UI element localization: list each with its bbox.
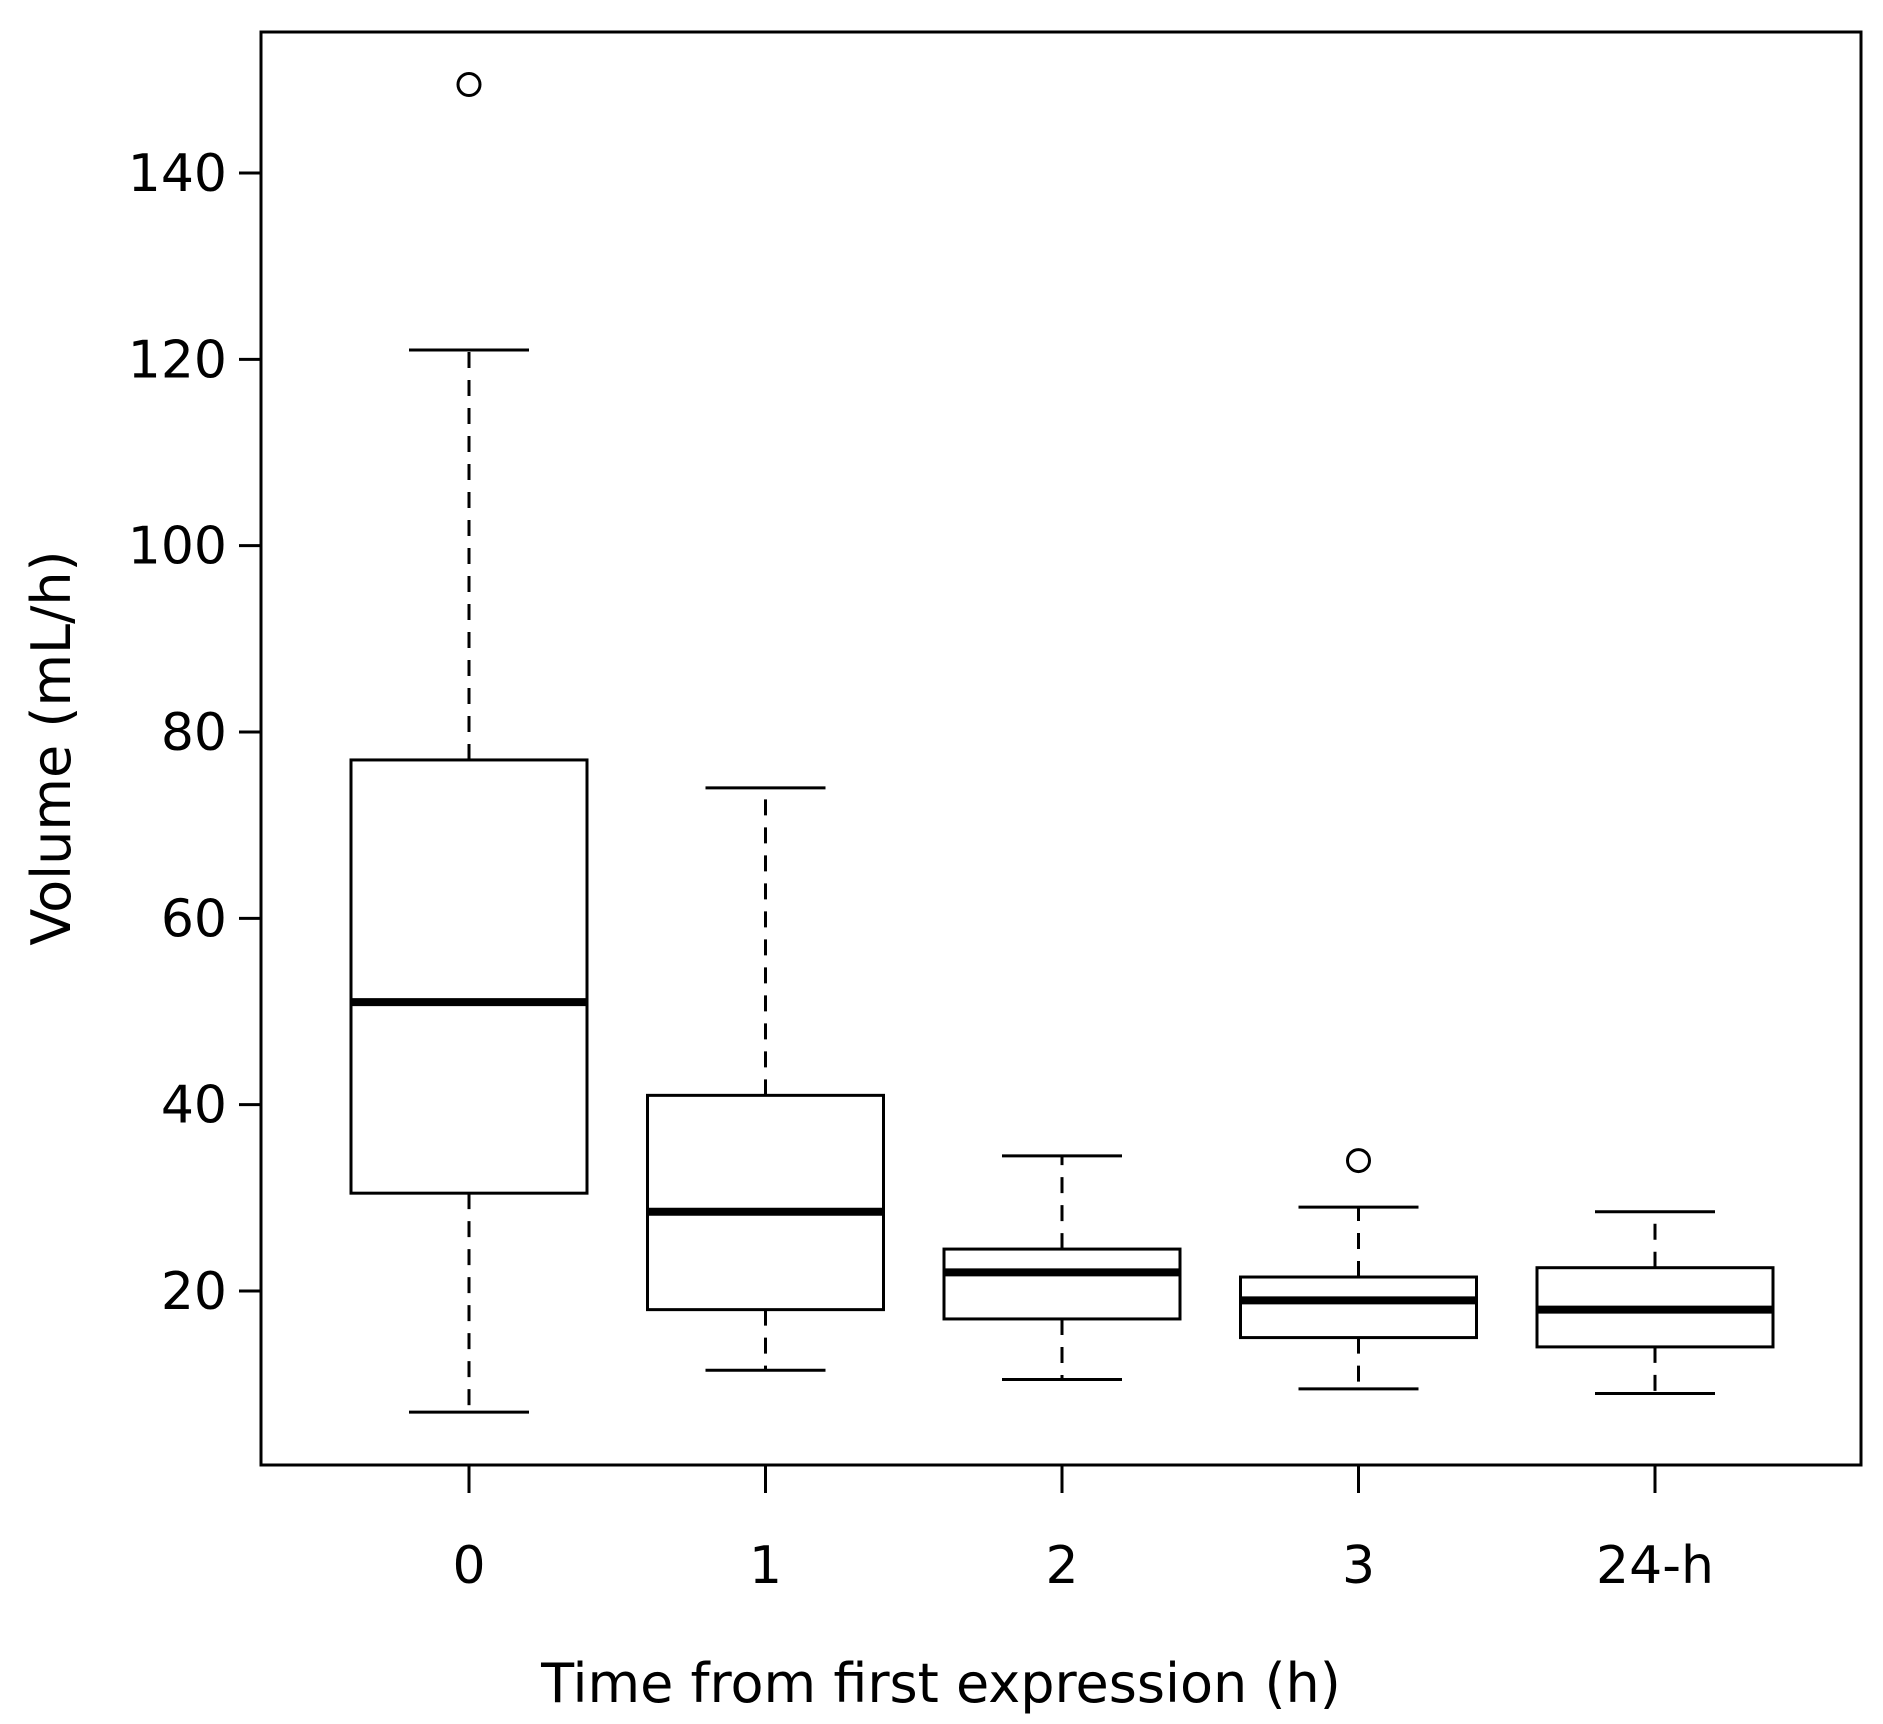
y-tick-label: 80 xyxy=(161,703,227,763)
y-tick-label: 60 xyxy=(161,889,227,949)
x-tick-label: 1 xyxy=(749,1536,782,1596)
x-tick-label: 24-h xyxy=(1596,1536,1714,1596)
box-group xyxy=(942,1154,1182,1382)
y-axis: 20 40 60 80 100 120 140 xyxy=(128,144,261,1322)
y-tick-label: 100 xyxy=(128,517,227,577)
y-axis-title: Volume (mL/h) xyxy=(20,550,83,945)
box-iqr xyxy=(942,1247,1182,1321)
box-iqr xyxy=(1239,1275,1478,1340)
x-axis: 0 1 2 3 24-h xyxy=(452,1465,1714,1596)
x-axis-title: Time from first expression (h) xyxy=(540,1652,1341,1715)
y-tick-label: 40 xyxy=(161,1076,227,1136)
x-tick-label: 3 xyxy=(1342,1536,1375,1596)
box-group xyxy=(1535,1210,1775,1395)
x-tick-label: 0 xyxy=(452,1536,485,1596)
y-tick-label: 120 xyxy=(128,330,227,390)
outlier-point xyxy=(1346,1148,1371,1174)
boxes-layer xyxy=(349,71,1775,1414)
y-tick-label: 20 xyxy=(161,1262,227,1322)
box-group xyxy=(349,71,589,1414)
x-tick-label: 2 xyxy=(1045,1536,1078,1596)
box-iqr xyxy=(646,1093,885,1312)
box-group xyxy=(1239,1148,1478,1391)
outlier-point xyxy=(456,71,482,97)
y-tick-label: 140 xyxy=(128,144,227,204)
box-iqr xyxy=(349,758,589,1195)
box-group xyxy=(646,786,885,1372)
